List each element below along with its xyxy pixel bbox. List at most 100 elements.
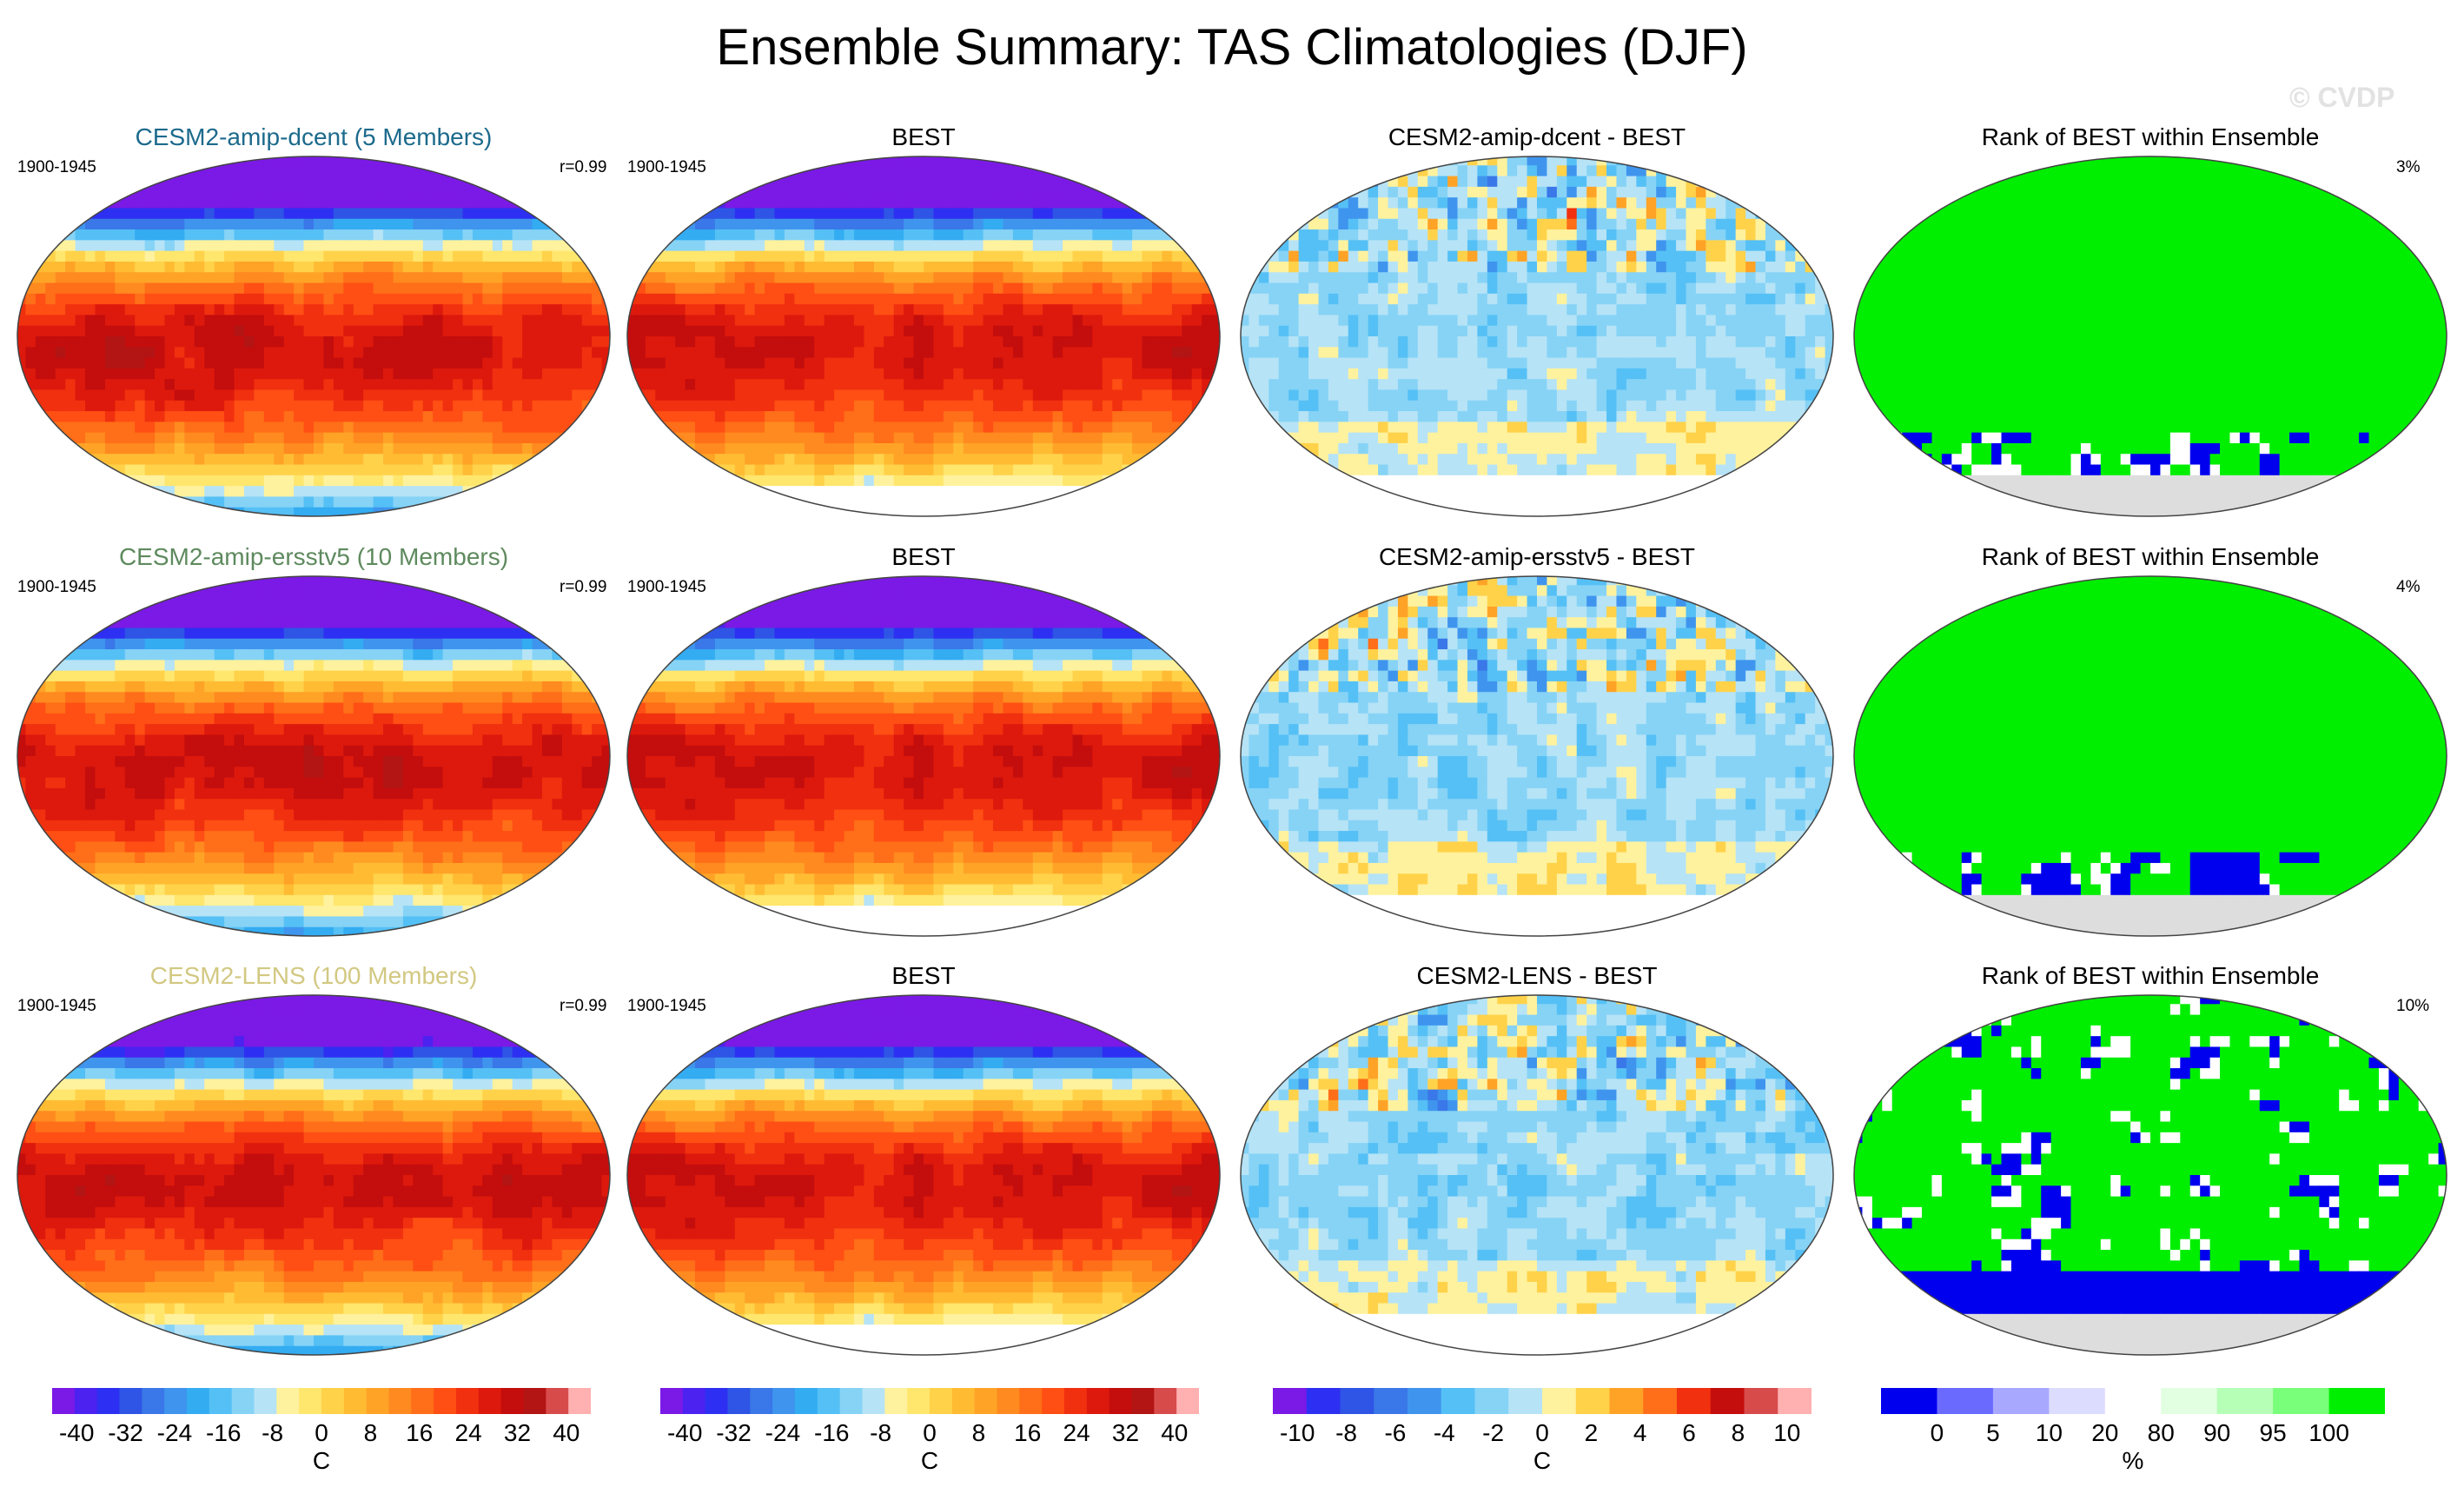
map-border bbox=[17, 575, 611, 937]
colorbar-unit: C bbox=[921, 1447, 938, 1475]
colorbar-swatch bbox=[705, 1388, 728, 1414]
colorbar-swatch bbox=[1881, 1388, 1937, 1414]
colorbar-tick-label: 6 bbox=[1682, 1419, 1696, 1447]
colorbar-tick-label: -24 bbox=[157, 1419, 192, 1447]
colorbar-swatch bbox=[321, 1388, 345, 1414]
map-temp-r1c0 bbox=[17, 575, 611, 937]
colorbar-swatch bbox=[187, 1388, 210, 1414]
map-title: Rank of BEST within Ensemble bbox=[1838, 962, 2463, 990]
stat-label: 4% bbox=[2396, 578, 2420, 597]
colorbar-tick-label: -16 bbox=[814, 1419, 849, 1447]
colorbar-tick-label: -8 bbox=[870, 1419, 891, 1447]
colorbar-tick-label: 2 bbox=[1585, 1419, 1599, 1447]
colorbar-tick-label: -40 bbox=[59, 1419, 94, 1447]
colorbar-swatch bbox=[682, 1388, 706, 1414]
colorbar-swatch bbox=[546, 1388, 569, 1414]
colorbar-swatch bbox=[997, 1388, 1020, 1414]
map-temp-r2c0 bbox=[17, 994, 611, 1356]
diff-colorbar bbox=[1273, 1388, 1812, 1414]
map-border bbox=[626, 575, 1221, 937]
map-title: CESM2-amip-dcent - BEST bbox=[1224, 123, 1850, 151]
colorbar-swatch bbox=[500, 1388, 524, 1414]
map-border bbox=[17, 156, 611, 517]
colorbar-tick-label: 4 bbox=[1633, 1419, 1647, 1447]
colorbar-tick-label: 20 bbox=[2091, 1419, 2118, 1447]
colorbar-swatch bbox=[2328, 1388, 2385, 1414]
colorbar-swatch bbox=[434, 1388, 457, 1414]
colorbar-swatch bbox=[299, 1388, 322, 1414]
map-field bbox=[627, 576, 1220, 936]
colorbar-swatch bbox=[1086, 1388, 1110, 1414]
colorbar-swatch bbox=[839, 1388, 863, 1414]
colorbar-swatch bbox=[862, 1388, 885, 1414]
colorbar-tick-label: 0 bbox=[1931, 1419, 1944, 1447]
colorbar-unit: C bbox=[313, 1447, 330, 1475]
colorbar-tick-label: 90 bbox=[2203, 1419, 2230, 1447]
period-label: 1900-1945 bbox=[17, 578, 96, 597]
colorbar-swatch bbox=[750, 1388, 773, 1414]
map-border bbox=[1853, 994, 2447, 1356]
colorbar-swatch bbox=[366, 1388, 389, 1414]
colorbar-swatch bbox=[1937, 1388, 1994, 1414]
colorbar-swatch bbox=[254, 1388, 277, 1414]
cvdp-watermark: © CVDP bbox=[2289, 82, 2394, 114]
map-border bbox=[1240, 994, 1834, 1356]
colorbar-swatch bbox=[930, 1388, 953, 1414]
map-title: CESM2-LENS - BEST bbox=[1224, 962, 1850, 990]
colorbar-swatch bbox=[52, 1388, 76, 1414]
colorbar-swatch bbox=[1109, 1388, 1132, 1414]
colorbar-swatch bbox=[1609, 1388, 1644, 1414]
colorbar-swatch bbox=[1340, 1388, 1374, 1414]
colorbar-tick-label: 40 bbox=[1161, 1419, 1188, 1447]
map-border bbox=[1240, 575, 1834, 937]
colorbar-swatch bbox=[2049, 1388, 2106, 1414]
colorbar-unit: % bbox=[2123, 1447, 2144, 1475]
colorbar-tick-label: 0 bbox=[315, 1419, 328, 1447]
colorbar-swatch bbox=[1064, 1388, 1088, 1414]
colorbar-swatch bbox=[276, 1388, 300, 1414]
colorbar-swatch bbox=[727, 1388, 751, 1414]
map-temp-r1c1 bbox=[626, 575, 1221, 937]
colorbar-tick-label: 32 bbox=[504, 1419, 531, 1447]
colorbar-swatch bbox=[456, 1388, 480, 1414]
colorbar-swatch bbox=[884, 1388, 908, 1414]
figure-title: Ensemble Summary: TAS Climatologies (DJF… bbox=[0, 17, 2464, 78]
map-title: CESM2-amip-ersstv5 (10 Members) bbox=[1, 543, 626, 571]
colorbar-tick-label: 24 bbox=[1063, 1419, 1090, 1447]
colorbar-tick-label: 24 bbox=[455, 1419, 482, 1447]
colorbar-swatch bbox=[1643, 1388, 1678, 1414]
colorbar-swatch bbox=[1273, 1388, 1308, 1414]
colorbar-tick-label: -10 bbox=[1280, 1419, 1315, 1447]
colorbar-tick-label: 5 bbox=[1986, 1419, 2000, 1447]
colorbar-tick-label: -16 bbox=[206, 1419, 241, 1447]
colorbar-tick-label: 80 bbox=[2148, 1419, 2175, 1447]
colorbar-tick-label: -8 bbox=[1335, 1419, 1357, 1447]
period-label: 1900-1945 bbox=[17, 158, 96, 177]
colorbar-swatch bbox=[1408, 1388, 1442, 1414]
colorbar-tick-label: -8 bbox=[262, 1419, 283, 1447]
colorbar-swatch bbox=[478, 1388, 502, 1414]
colorbar-swatch bbox=[119, 1388, 142, 1414]
colorbar-swatch bbox=[1131, 1388, 1155, 1414]
colorbar-swatch bbox=[1374, 1388, 1408, 1414]
colorbar-swatch bbox=[1575, 1388, 1610, 1414]
map-title: BEST bbox=[611, 543, 1236, 571]
map-border bbox=[1853, 156, 2447, 517]
map-title: BEST bbox=[611, 123, 1236, 151]
colorbar-tick-label: 8 bbox=[1732, 1419, 1745, 1447]
colorbar-swatch bbox=[2216, 1388, 2274, 1414]
map-rank-r0c3 bbox=[1853, 156, 2447, 517]
map-title: Rank of BEST within Ensemble bbox=[1838, 543, 2463, 571]
colorbar-swatch bbox=[1154, 1388, 1177, 1414]
colorbar-tick-label: 8 bbox=[364, 1419, 378, 1447]
stat-label: 3% bbox=[2396, 158, 2420, 177]
colorbar-tick-label: -6 bbox=[1384, 1419, 1406, 1447]
colorbar-tick-label: -32 bbox=[108, 1419, 142, 1447]
map-temp-r0c0 bbox=[17, 156, 611, 517]
colorbar-swatch bbox=[164, 1388, 188, 1414]
colorbar-swatch bbox=[1992, 1388, 2050, 1414]
colorbar-swatch bbox=[1542, 1388, 1577, 1414]
colorbar-swatch bbox=[772, 1388, 796, 1414]
stat-label: r=0.99 bbox=[560, 997, 606, 1016]
map-diff-r1c2 bbox=[1240, 575, 1834, 937]
